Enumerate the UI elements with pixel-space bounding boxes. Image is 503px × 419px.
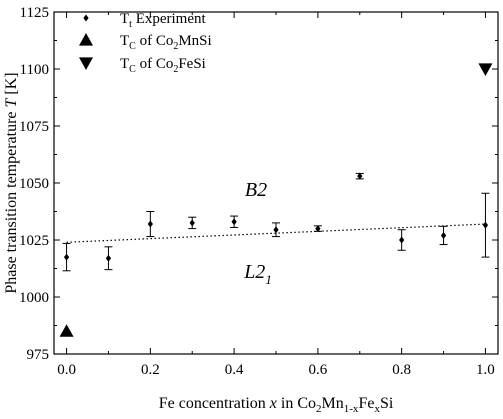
legend-label-experiment: Tt Experiment <box>120 11 207 30</box>
x-tick-label: 0.4 <box>225 362 244 378</box>
y-tick-label: 1025 <box>19 233 49 249</box>
data-point-diamond <box>147 220 153 228</box>
x-tick-label: 0.2 <box>141 362 160 378</box>
legend-marker-triangle-down <box>79 57 93 70</box>
x-tick-label: 0.0 <box>57 362 76 378</box>
y-axis-label: Phase transition temperature T [K] <box>3 72 20 293</box>
x-axis-label: Fe concentration x in Co2Mn1-xFexSi <box>159 395 394 415</box>
x-tick-label: 0.6 <box>309 362 328 378</box>
y-tick-label: 1125 <box>20 5 49 21</box>
region-label-b2: B2 <box>245 179 267 201</box>
axis-ticks <box>54 11 498 355</box>
y-tick-label: 1100 <box>20 62 49 78</box>
x-tick-label: 0.8 <box>392 362 411 378</box>
x-tick-label: 1.0 <box>476 362 495 378</box>
data-point-diamond <box>231 218 237 226</box>
data-point-diamond <box>399 236 405 244</box>
data-point-diamond <box>189 219 195 227</box>
data-point-diamond <box>315 225 321 233</box>
data-point-triangle-up <box>59 324 74 337</box>
error-bars <box>62 172 490 272</box>
legend-entry-co2fesi: TC of Co2FeSi <box>79 56 206 75</box>
legend-marker-triangle-up <box>79 33 93 46</box>
legend-entry-co2mnsi: TC of Co2MnSi <box>79 33 212 52</box>
data-points <box>59 63 493 337</box>
data-point-diamond <box>105 254 112 262</box>
legend-label-co2fesi: TC of Co2FeSi <box>120 56 206 75</box>
data-point-diamond <box>440 231 447 239</box>
y-tick-label: 975 <box>27 347 50 363</box>
data-point-triangle-down <box>478 63 493 76</box>
data-point-diamond <box>63 253 70 261</box>
legend-marker-diamond <box>83 14 89 22</box>
legend-label-co2mnsi: TC of Co2MnSi <box>120 33 212 52</box>
fit-line <box>66 223 486 243</box>
data-point-diamond <box>482 221 489 229</box>
y-tick-label: 1000 <box>19 290 49 306</box>
legend: Tt Experiment TC of Co2MnSi TC of Co2FeS… <box>79 11 212 75</box>
legend-entry-experiment: Tt Experiment <box>83 11 207 30</box>
data-point-diamond <box>357 172 363 180</box>
data-point-diamond <box>273 226 279 234</box>
region-label-l21: L21 <box>243 261 272 287</box>
y-tick-label: 1050 <box>19 176 49 192</box>
y-tick-labels: 975 1000 1025 1050 1075 1100 1125 <box>19 5 49 363</box>
x-tick-labels: 0.0 0.2 0.4 0.6 0.8 1.0 <box>57 362 495 378</box>
y-tick-label: 1075 <box>19 119 49 135</box>
